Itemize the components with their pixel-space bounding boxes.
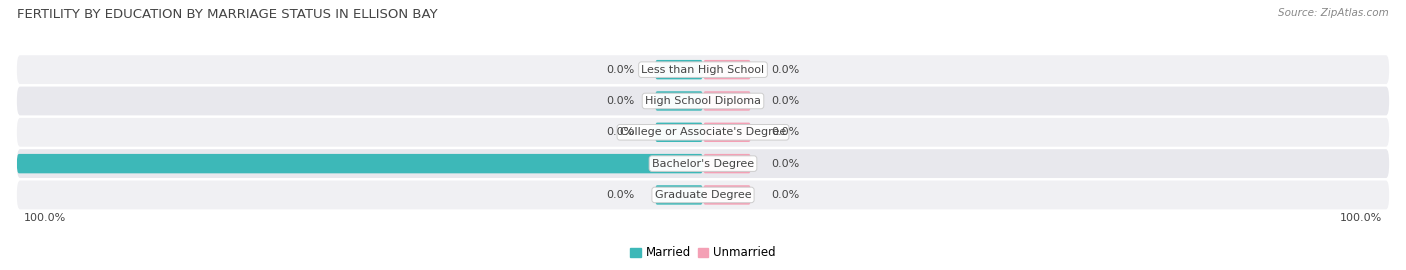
FancyBboxPatch shape: [17, 149, 1389, 178]
Text: 0.0%: 0.0%: [772, 158, 800, 169]
FancyBboxPatch shape: [655, 185, 703, 205]
FancyBboxPatch shape: [703, 60, 751, 79]
Text: 0.0%: 0.0%: [772, 65, 800, 75]
FancyBboxPatch shape: [703, 91, 751, 111]
Text: Bachelor's Degree: Bachelor's Degree: [652, 158, 754, 169]
FancyBboxPatch shape: [17, 55, 1389, 84]
FancyBboxPatch shape: [655, 123, 703, 142]
Text: 0.0%: 0.0%: [606, 190, 634, 200]
Legend: Married, Unmarried: Married, Unmarried: [626, 242, 780, 264]
FancyBboxPatch shape: [655, 60, 703, 79]
FancyBboxPatch shape: [703, 123, 751, 142]
Text: FERTILITY BY EDUCATION BY MARRIAGE STATUS IN ELLISON BAY: FERTILITY BY EDUCATION BY MARRIAGE STATU…: [17, 8, 437, 21]
FancyBboxPatch shape: [703, 154, 751, 173]
Text: Source: ZipAtlas.com: Source: ZipAtlas.com: [1278, 8, 1389, 18]
FancyBboxPatch shape: [17, 154, 703, 173]
Text: 100.0%: 100.0%: [1340, 213, 1382, 223]
Text: Graduate Degree: Graduate Degree: [655, 190, 751, 200]
FancyBboxPatch shape: [17, 118, 1389, 147]
Text: 0.0%: 0.0%: [606, 127, 634, 137]
FancyBboxPatch shape: [17, 87, 1389, 115]
FancyBboxPatch shape: [703, 185, 751, 205]
Text: Less than High School: Less than High School: [641, 65, 765, 75]
Text: High School Diploma: High School Diploma: [645, 96, 761, 106]
Text: 100.0%: 100.0%: [24, 213, 66, 223]
Text: 0.0%: 0.0%: [772, 190, 800, 200]
Text: 0.0%: 0.0%: [606, 65, 634, 75]
FancyBboxPatch shape: [17, 181, 1389, 209]
Text: 0.0%: 0.0%: [772, 96, 800, 106]
Text: College or Associate's Degree: College or Associate's Degree: [620, 127, 786, 137]
FancyBboxPatch shape: [655, 91, 703, 111]
Text: 0.0%: 0.0%: [606, 96, 634, 106]
Text: 0.0%: 0.0%: [772, 127, 800, 137]
